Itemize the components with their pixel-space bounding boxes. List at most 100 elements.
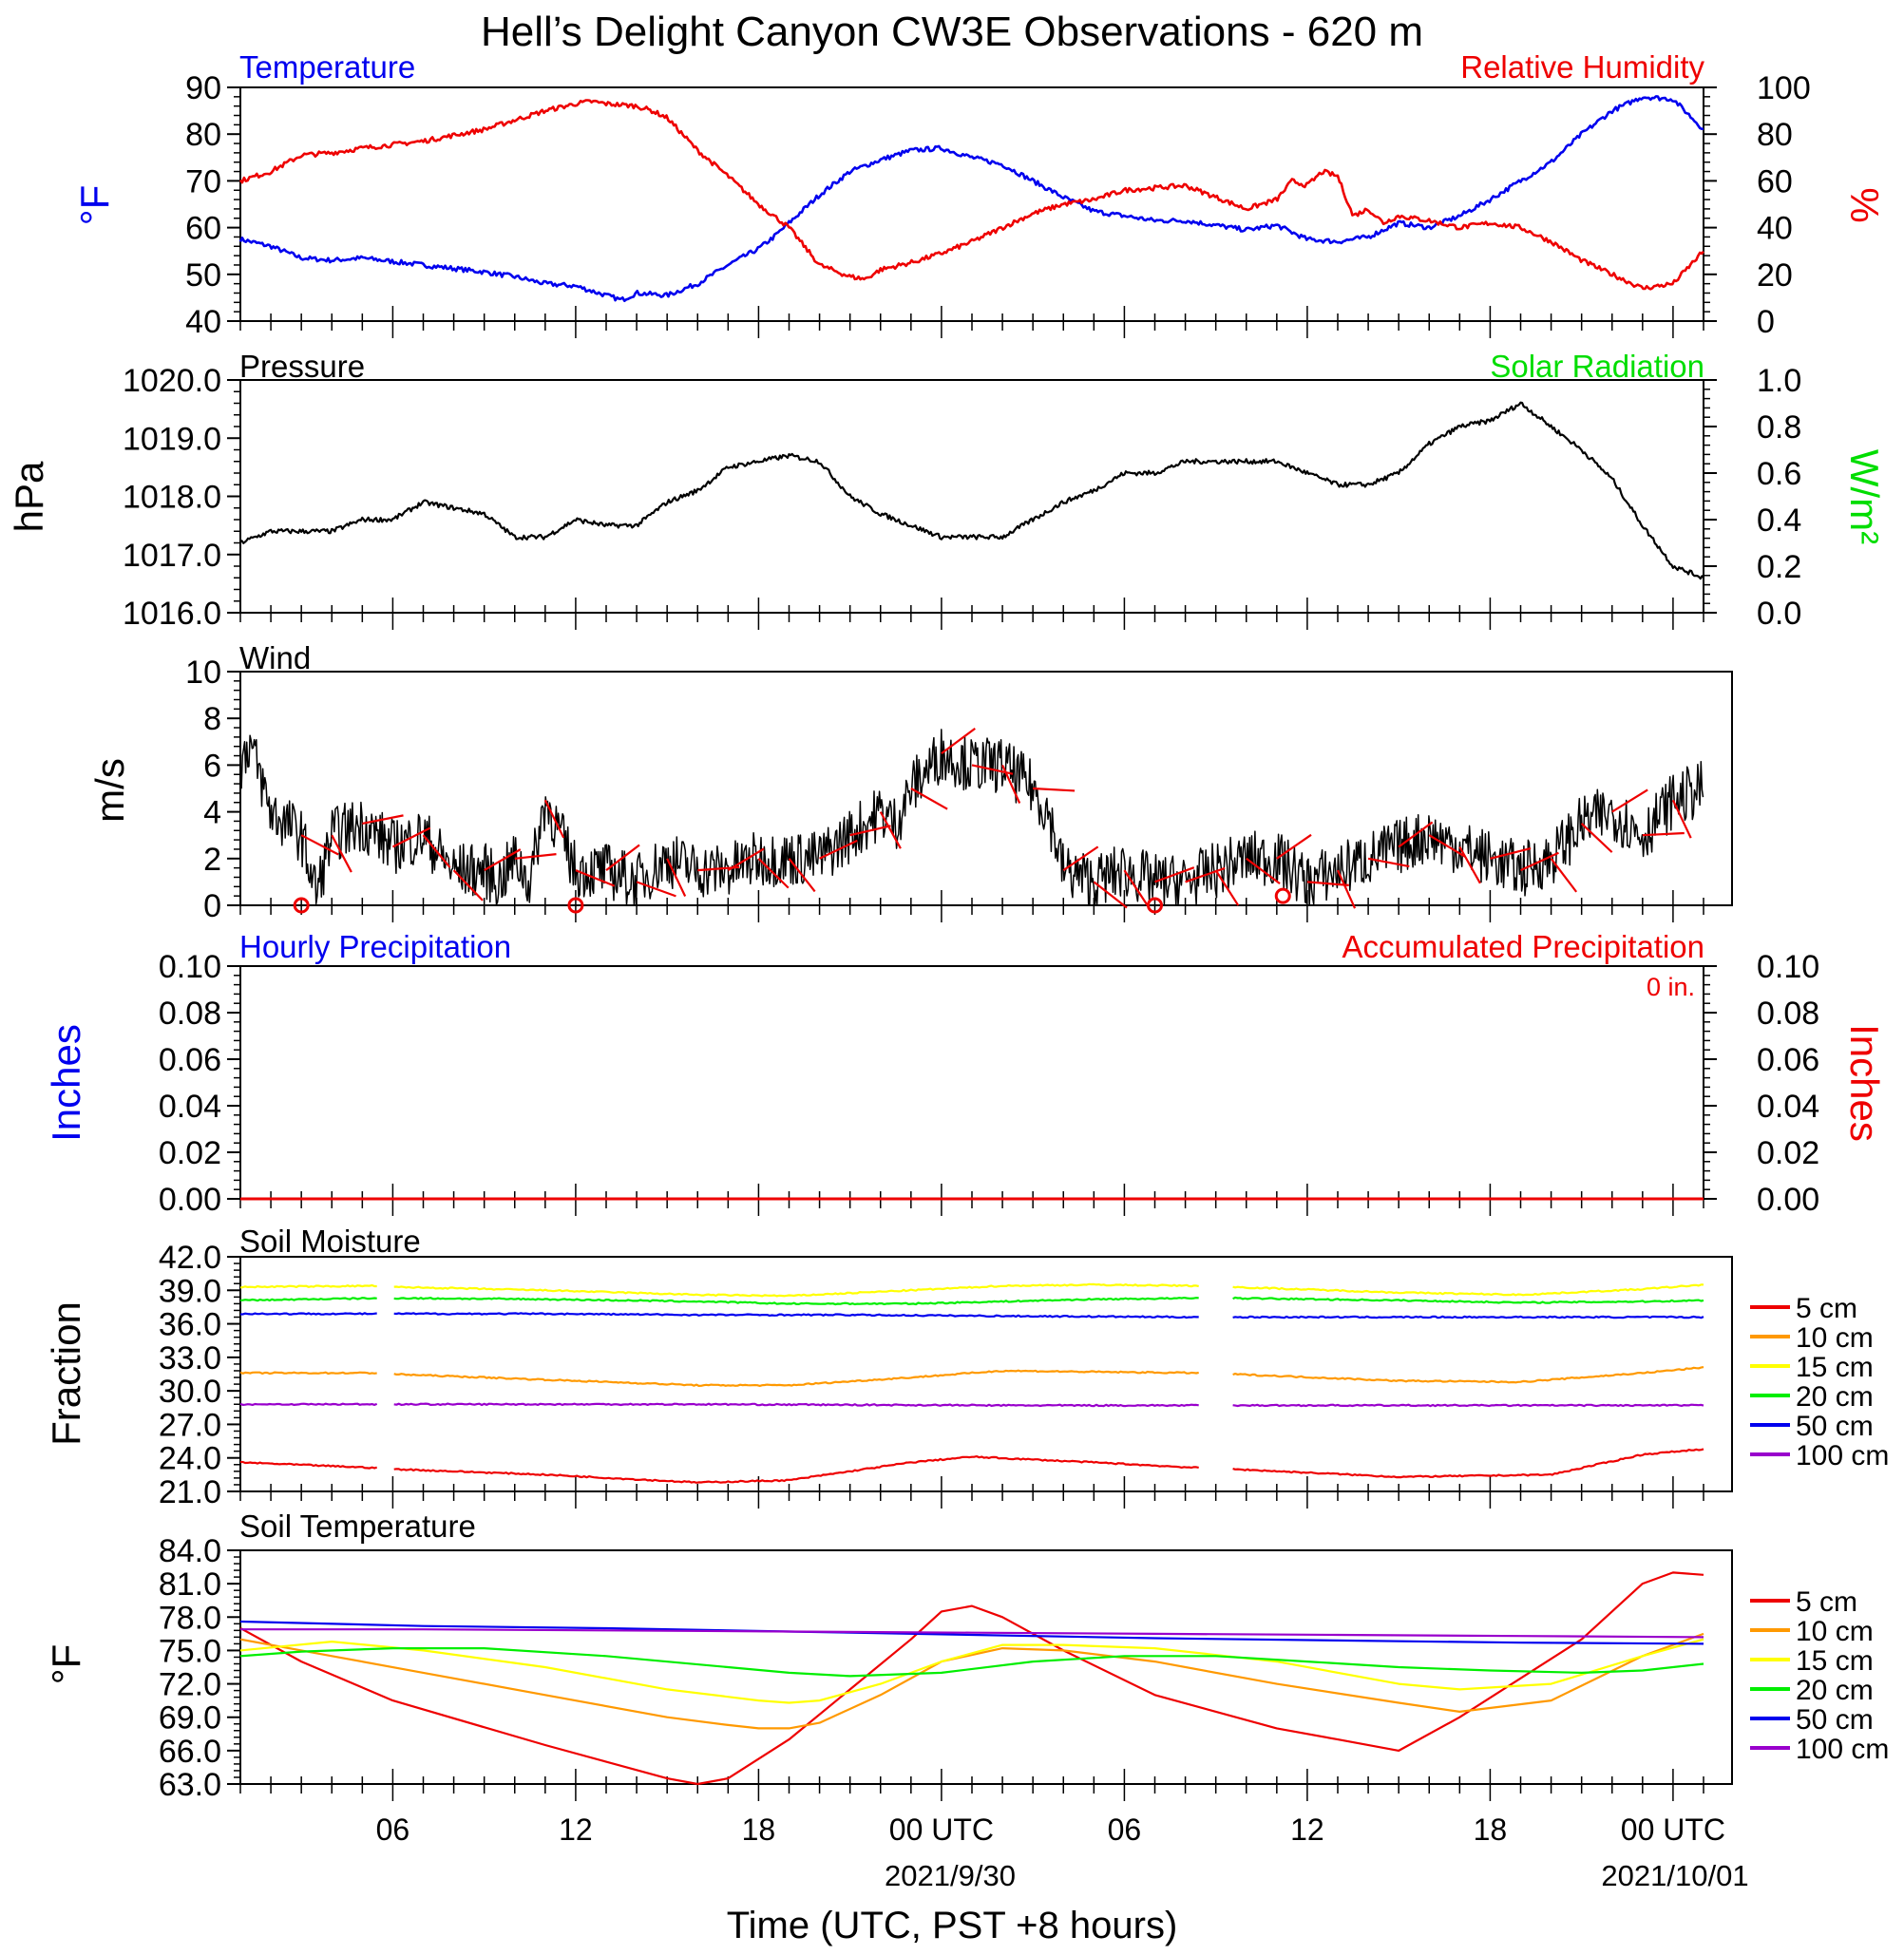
- wind-series-wind-speed: [239, 729, 1704, 906]
- wind-y-tick-label: 8: [203, 701, 221, 737]
- soil-moisture-plot-frame: [239, 1256, 1733, 1492]
- soil-temp-y-tick-label: 72.0: [159, 1667, 221, 1703]
- wind-y-tick-label: 6: [203, 748, 221, 784]
- precip-right-right-tick-label: 0.08: [1757, 996, 1819, 1032]
- soil-temp-y-tick-label: 63.0: [159, 1767, 221, 1803]
- soil-moisture-y-tick-label: 27.0: [159, 1407, 221, 1443]
- soil-moisture-y-tick-label: 21.0: [159, 1474, 221, 1510]
- rh-right-tick-label: 40: [1757, 211, 1793, 247]
- soil-temp-y-tick-label: 81.0: [159, 1566, 221, 1603]
- wind-barb: [1398, 821, 1434, 848]
- soil-temperature-unit-label: °F: [44, 1644, 88, 1684]
- wind-calm-marker: [1274, 887, 1291, 904]
- accumulated-precip-total: 0 in.: [1647, 973, 1695, 1001]
- soil-moisture-series-100-cm: [393, 1402, 1199, 1408]
- soil-moisture-series-50-cm: [393, 1312, 1199, 1319]
- solar-right-tick-label: 0.6: [1757, 456, 1801, 492]
- rh-right-tick-label: 100: [1757, 70, 1811, 106]
- soil-moisture-y-tick-label: 42.0: [159, 1240, 221, 1276]
- figure-title: Hell’s Delight Canyon CW3E Observations …: [481, 9, 1423, 55]
- wind-barb: [300, 834, 339, 856]
- wind-barb: [1336, 869, 1357, 909]
- soil-moisture-series-100-cm: [239, 1402, 378, 1406]
- wind-barb: [727, 847, 765, 872]
- wind-barb: [575, 869, 616, 887]
- temp-y-tick-label: 60: [185, 211, 221, 247]
- wind-barb: [452, 869, 484, 902]
- precip-plot-frame: [239, 965, 1704, 1200]
- pressure-unit-label: hPa: [7, 461, 51, 532]
- wind-calm-marker: [1147, 897, 1163, 914]
- humidity-unit-label: %: [1842, 187, 1887, 222]
- wind-barb: [1306, 881, 1349, 887]
- soil-temp-legend-label: 50 cm: [1796, 1704, 1874, 1736]
- solar-right-tick-label: 0.0: [1757, 596, 1801, 632]
- soil-moisture-y-tick-label: 24.0: [159, 1441, 221, 1477]
- temperature-title: Temperature: [239, 49, 415, 85]
- precip-right-right-tick-label: 0.00: [1757, 1182, 1819, 1218]
- solar-right-tick-label: 0.2: [1757, 549, 1801, 585]
- solar-radiation-title: Solar Radiation: [1490, 349, 1704, 384]
- wind-barb: [636, 881, 676, 898]
- wind-barb: [484, 848, 522, 872]
- pressure-y-tick-label: 1020.0: [123, 363, 221, 399]
- x-tick-label: 18: [742, 1813, 776, 1847]
- wind-barb: [1062, 845, 1099, 872]
- wind-barb: [1490, 846, 1532, 860]
- wind-barb: [1246, 857, 1281, 884]
- soil-moisture-series-5-cm: [239, 1460, 378, 1470]
- soil-moisture-series-50-cm: [240, 1312, 377, 1316]
- soil-temp-series-5-cm: [239, 1571, 1704, 1786]
- soil-temp-legend-label: 20 cm: [1796, 1675, 1874, 1706]
- soil-temp-y-tick-label: 75.0: [159, 1633, 221, 1669]
- soil-moisture-series-20-cm: [239, 1297, 377, 1302]
- wind-y-tick-label: 2: [203, 842, 221, 878]
- precip-right-right-tick-label: 0.04: [1757, 1089, 1819, 1125]
- wind-barb: [391, 826, 431, 848]
- date-label-1: 2021/9/30: [885, 1859, 1016, 1892]
- wind-barb: [1520, 851, 1559, 872]
- wind-title: Wind: [239, 640, 311, 675]
- date-label-2: 2021/10/01: [1601, 1859, 1748, 1892]
- wind-calm-marker: [293, 897, 310, 914]
- wind-barb: [819, 839, 858, 860]
- precip-left-y-tick-label: 0.02: [159, 1135, 221, 1171]
- soil-temp-y-tick-label: 78.0: [159, 1600, 221, 1636]
- precip-left-y-tick-label: 0.10: [159, 949, 221, 985]
- x-tick-label: 00 UTC: [889, 1813, 994, 1847]
- x-tick-label: 12: [1290, 1813, 1324, 1847]
- rh-right-tick-label: 20: [1757, 257, 1793, 294]
- wind-plot-frame: [239, 671, 1733, 906]
- soil-moisture-title: Soil Moisture: [239, 1224, 421, 1259]
- temp-rh-series-relative-humidity: [238, 99, 1704, 291]
- soil-moisture-series-15-cm: [239, 1283, 377, 1289]
- precip-left-y-tick-label: 0.08: [159, 996, 221, 1032]
- soil-moisture-series-15-cm: [1232, 1283, 1704, 1297]
- soil-moisture-y-tick-label: 36.0: [159, 1307, 221, 1343]
- rh-right-tick-label: 60: [1757, 163, 1793, 199]
- wind-barb: [1458, 845, 1481, 884]
- soil-moisture-legend-label: 5 cm: [1796, 1293, 1857, 1324]
- soil-moisture-legend-label: 20 cm: [1796, 1381, 1874, 1413]
- wind-unit-label: m/s: [87, 758, 132, 823]
- wind-barb: [1001, 764, 1021, 804]
- soil-temp-series-50-cm: [239, 1620, 1704, 1645]
- wind-barb: [1428, 834, 1466, 858]
- wind-barb: [879, 811, 902, 849]
- wind-barb: [941, 728, 976, 754]
- wind-barb: [1671, 799, 1692, 839]
- wind-barb: [757, 858, 790, 889]
- soil-temp-legend-label: 10 cm: [1796, 1616, 1874, 1647]
- x-tick-label: 18: [1474, 1813, 1508, 1847]
- precip-right-unit-label: Inches: [1842, 1024, 1887, 1142]
- rh-right-tick-label: 0: [1757, 304, 1775, 340]
- temp-y-tick-label: 50: [185, 257, 221, 294]
- pressure-title: Pressure: [239, 349, 365, 384]
- soil-moisture-legend-label: 100 cm: [1796, 1440, 1889, 1471]
- soil-moisture-y-tick-label: 33.0: [159, 1340, 221, 1376]
- x-tick-label: 00 UTC: [1621, 1813, 1725, 1847]
- temp-rh-series-temperature: [238, 95, 1704, 302]
- wind-barb: [910, 788, 948, 810]
- x-tick-label: 12: [559, 1813, 593, 1847]
